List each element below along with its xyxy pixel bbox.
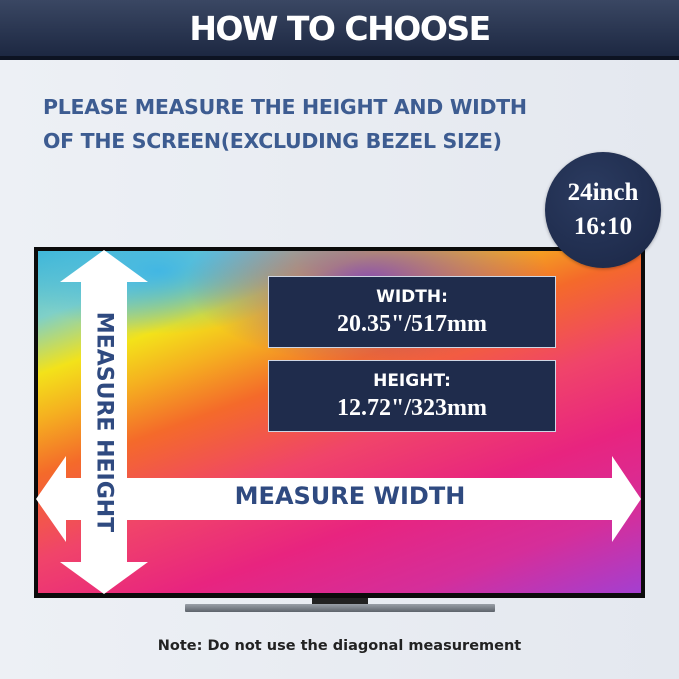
height-arrow-icon (60, 250, 148, 594)
tv-stand-neck (312, 598, 368, 606)
width-value: 20.35"/517mm (337, 311, 487, 337)
height-label: HEIGHT: (373, 371, 451, 391)
size-badge: 24inch 16:10 (545, 152, 661, 268)
badge-size: 24inch (567, 179, 639, 206)
instructions: PLEASE MEASURE THE HEIGHT AND WIDTH OF T… (43, 90, 527, 158)
badge-ratio: 16:10 (573, 213, 633, 240)
instructions-line-1: PLEASE MEASURE THE HEIGHT AND WIDTH (43, 95, 527, 119)
height-value: 12.72"/323mm (337, 395, 487, 421)
measure-width-label: MEASURE WIDTH (234, 482, 466, 510)
measure-height-label: MEASURE HEIGHT (91, 311, 117, 533)
tv-stand-base (185, 604, 495, 612)
width-label: WIDTH: (376, 287, 448, 307)
width-arrow-icon (36, 456, 641, 542)
width-box: WIDTH: 20.35"/517mm (268, 276, 556, 348)
instructions-line-2: OF THE SCREEN(EXCLUDING BEZEL SIZE) (43, 129, 502, 153)
page-title: HOW TO CHOOSE (189, 8, 491, 48)
note-text: Note: Do not use the diagonal measuremen… (157, 638, 522, 654)
header-banner: HOW TO CHOOSE (0, 0, 679, 60)
height-box: HEIGHT: 12.72"/323mm (268, 360, 556, 432)
